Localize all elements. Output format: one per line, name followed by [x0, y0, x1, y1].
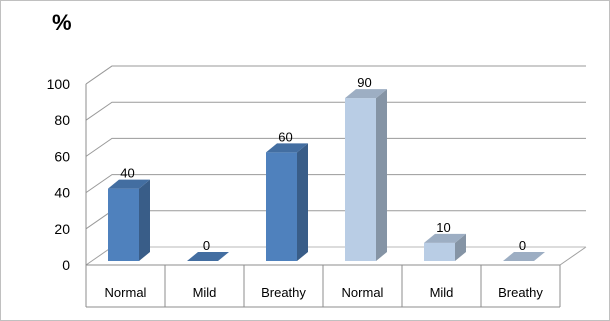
bar-face: [139, 179, 150, 261]
gridline: [85, 101, 586, 121]
y-tick-label: 100: [47, 76, 71, 92]
bar-face: [345, 89, 387, 99]
bar-face: [345, 98, 376, 261]
data-label: 0: [203, 238, 210, 253]
y-tick-label: 20: [54, 221, 70, 237]
x-tick-label: Breathy: [261, 285, 306, 300]
floor-left-edge: [85, 246, 113, 266]
bar-face: [424, 242, 455, 261]
bar-face: [455, 233, 466, 261]
bar-face: [108, 188, 139, 261]
data-label: 40: [120, 166, 134, 181]
bar-face: [108, 179, 150, 189]
back-wall-top: [85, 65, 586, 85]
gridline: [85, 65, 586, 85]
data-label: 60: [278, 129, 292, 144]
bar-face: [424, 233, 466, 243]
bar: [108, 179, 150, 261]
bar-face: [503, 252, 545, 261]
bar: [187, 252, 229, 261]
data-label: 0: [519, 238, 526, 253]
x-tick-label: Mild: [430, 285, 454, 300]
data-label: 10: [436, 220, 450, 235]
y-axis-label: %: [52, 10, 72, 35]
bar-face: [376, 89, 387, 261]
x-tick-label: Normal: [105, 285, 147, 300]
y-tick-label: 60: [54, 148, 70, 164]
gridline: [85, 137, 586, 157]
bar: [424, 233, 466, 261]
bar-face: [297, 143, 308, 261]
x-tick-label: Normal: [342, 285, 384, 300]
data-label: 90: [357, 75, 371, 90]
y-tick-label: 0: [62, 257, 70, 273]
x-tick-label: Breathy: [498, 285, 543, 300]
bar-face: [266, 152, 297, 261]
bar: [266, 143, 308, 261]
floor-right-edge: [559, 246, 587, 266]
y-tick-label: 80: [54, 112, 70, 128]
x-tick-label: Mild: [193, 285, 217, 300]
bar-face: [187, 252, 229, 261]
gridline: [85, 174, 586, 194]
bar-face: [266, 143, 308, 153]
bar: [503, 252, 545, 261]
y-tick-label: 40: [54, 185, 70, 201]
bar: [345, 89, 387, 261]
gridline: [85, 210, 586, 230]
